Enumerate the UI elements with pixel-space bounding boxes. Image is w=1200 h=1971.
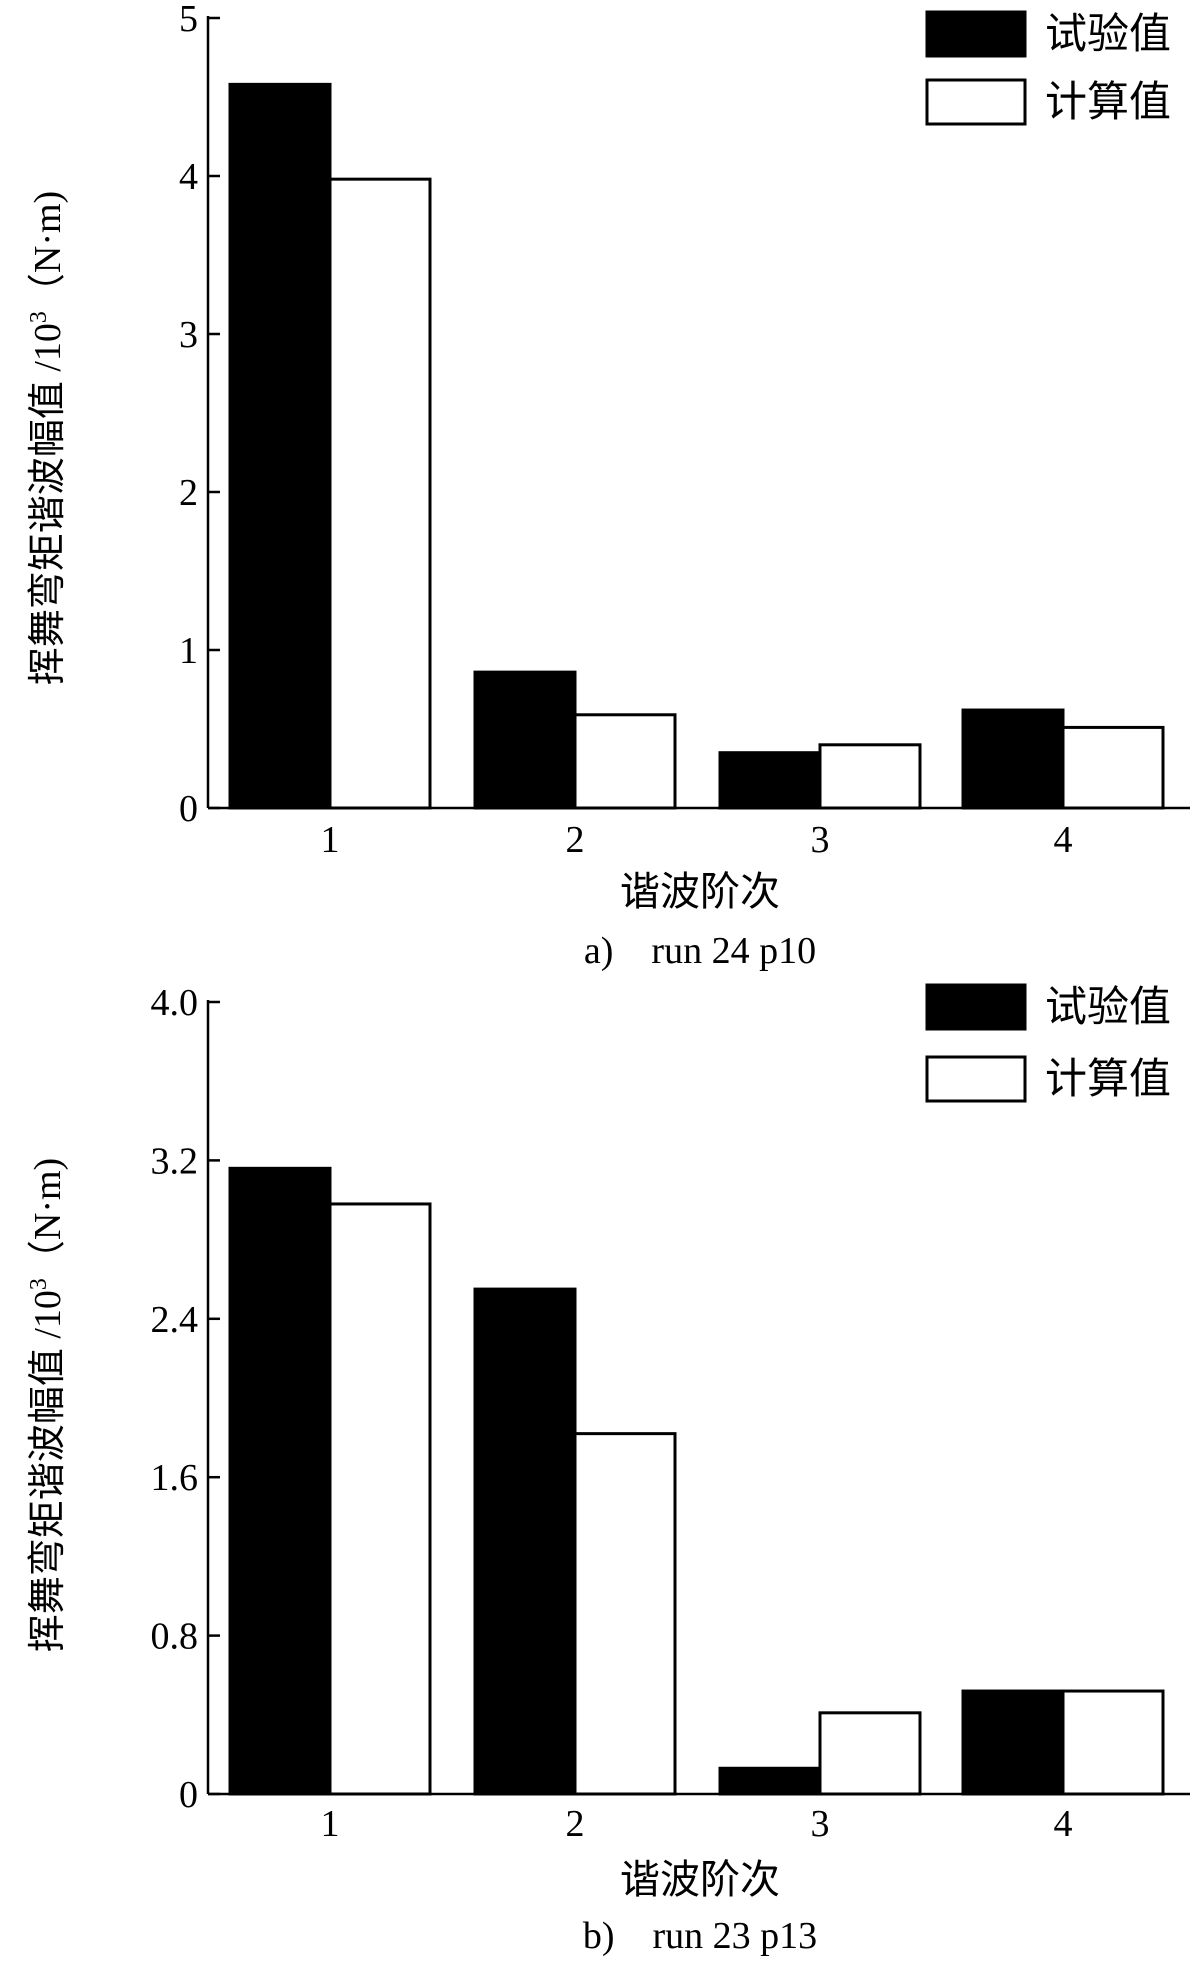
bar-calculated-1 <box>328 1202 432 1796</box>
y-tick-label: 4 <box>179 156 198 198</box>
bar-calculated-4 <box>1061 1689 1165 1796</box>
figure-caption: b) run 23 p13 <box>583 1915 817 1957</box>
x-tick-label: 2 <box>566 819 585 861</box>
y-tick-label: 1.6 <box>151 1457 199 1499</box>
x-tick-label: 3 <box>811 1803 830 1845</box>
y-axis-title-main: 挥舞弯矩谐波幅值 /10 <box>27 1290 69 1652</box>
x-tick-label: 1 <box>321 819 340 861</box>
x-tick-label: 4 <box>1054 819 1073 861</box>
y-tick-label: 2 <box>179 472 198 514</box>
legend-label-calculated: 计算值 <box>1045 80 1171 126</box>
y-axis-title-superscript: 3 <box>26 311 52 323</box>
bar-measured-2 <box>473 1287 577 1796</box>
y-tick-label: 4.0 <box>151 982 199 1024</box>
y-axis-title: 挥舞弯矩谐波幅值 /103（N·m) <box>26 191 69 685</box>
figure-caption: a) run 24 p10 <box>584 930 816 972</box>
legend-swatch-calculated <box>925 78 1027 126</box>
y-tick-label: 0 <box>179 1774 198 1816</box>
bar-measured-3 <box>718 1766 822 1796</box>
y-tick-label: 0 <box>179 788 198 830</box>
y-tick-label: 1 <box>179 630 198 672</box>
x-tick-label: 4 <box>1054 1803 1073 1845</box>
bar-calculated-3 <box>818 743 922 810</box>
y-axis-title-unit: （N·m) <box>27 1158 69 1278</box>
legend-label-calculated: 计算值 <box>1045 1057 1171 1103</box>
legend-swatch-measured <box>925 10 1027 58</box>
bar-calculated-1 <box>328 177 432 810</box>
x-tick-label: 2 <box>566 1803 585 1845</box>
bar-calculated-2 <box>573 713 677 810</box>
x-axis-title: 谐波阶次 <box>620 869 780 914</box>
bar-calculated-4 <box>1061 725 1165 810</box>
y-tick-label: 0.8 <box>151 1616 199 1658</box>
bar-measured-2 <box>473 670 577 810</box>
bar-measured-1 <box>228 1166 332 1796</box>
legend-swatch-calculated <box>925 1055 1027 1103</box>
y-axis-title-unit: （N·m) <box>27 191 69 311</box>
bar-calculated-3 <box>818 1711 922 1796</box>
legend-label-measured: 试验值 <box>1045 11 1171 58</box>
x-axis-title: 谐波阶次 <box>620 1857 780 1902</box>
y-tick-label: 5 <box>179 0 198 40</box>
chart-b: 0 0.8 1.6 2.4 3.2 4.0 1 2 3 4 谐波阶次 b) run 23 p13 挥舞弯… <box>26 982 1190 1957</box>
y-axis-title: 挥舞弯矩谐波幅值 /103（N·m) <box>26 1158 69 1652</box>
y-axis-title-main: 挥舞弯矩谐波幅值 /10 <box>27 323 69 685</box>
bar-measured-1 <box>228 82 332 810</box>
x-tick-label: 3 <box>811 819 830 861</box>
y-axis-title-superscript: 3 <box>26 1278 52 1290</box>
bar-measured-4 <box>961 708 1065 810</box>
bar-measured-4 <box>961 1689 1065 1796</box>
x-tick-label: 1 <box>321 1803 340 1845</box>
y-tick-label: 3 <box>179 314 198 356</box>
legend-swatch-measured <box>925 983 1027 1031</box>
bar-measured-3 <box>718 751 822 810</box>
y-tick-label: 2.4 <box>151 1299 199 1341</box>
legend-label-measured: 试验值 <box>1045 984 1171 1031</box>
y-tick-label: 3.2 <box>151 1140 199 1182</box>
bar-calculated-2 <box>573 1432 677 1796</box>
